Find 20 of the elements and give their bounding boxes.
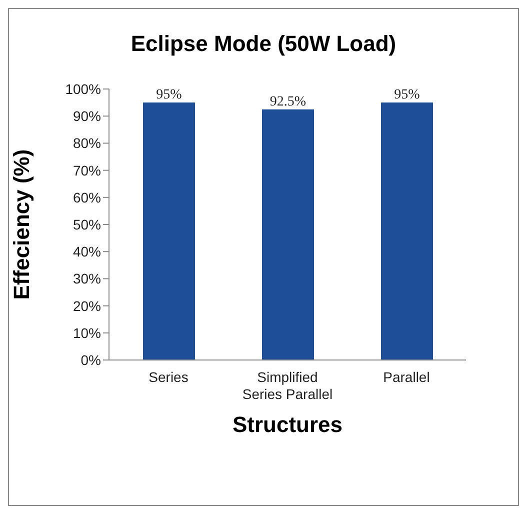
- x-tick-label: Simplified Series Parallel: [242, 369, 333, 402]
- x-axis-title: Structures: [232, 412, 343, 437]
- y-tick-label: 30%: [72, 270, 101, 287]
- y-tick-label: 80%: [72, 135, 101, 152]
- y-tick-label: 100%: [65, 80, 101, 97]
- y-tick-label: 10%: [72, 324, 101, 341]
- y-tick-label: 90%: [72, 108, 101, 124]
- y-tick-label: 40%: [72, 244, 101, 260]
- y-tick-label: 50%: [72, 216, 101, 232]
- y-tick-label: 20%: [72, 298, 101, 314]
- data-label: 92.5%: [270, 94, 306, 110]
- y-tick-label: 70%: [72, 162, 101, 178]
- x-tick-label: Series: [148, 369, 188, 385]
- data-label: 95%: [394, 88, 420, 103]
- x-tick-label: Parallel: [383, 369, 430, 385]
- y-tick-label: 60%: [72, 189, 101, 206]
- data-label: 95%: [156, 88, 182, 103]
- y-tick-label: 0%: [80, 352, 101, 368]
- y-axis-title: Effeciency (%): [8, 149, 34, 300]
- chart-title: Eclipse Mode (50W Load): [130, 31, 398, 57]
